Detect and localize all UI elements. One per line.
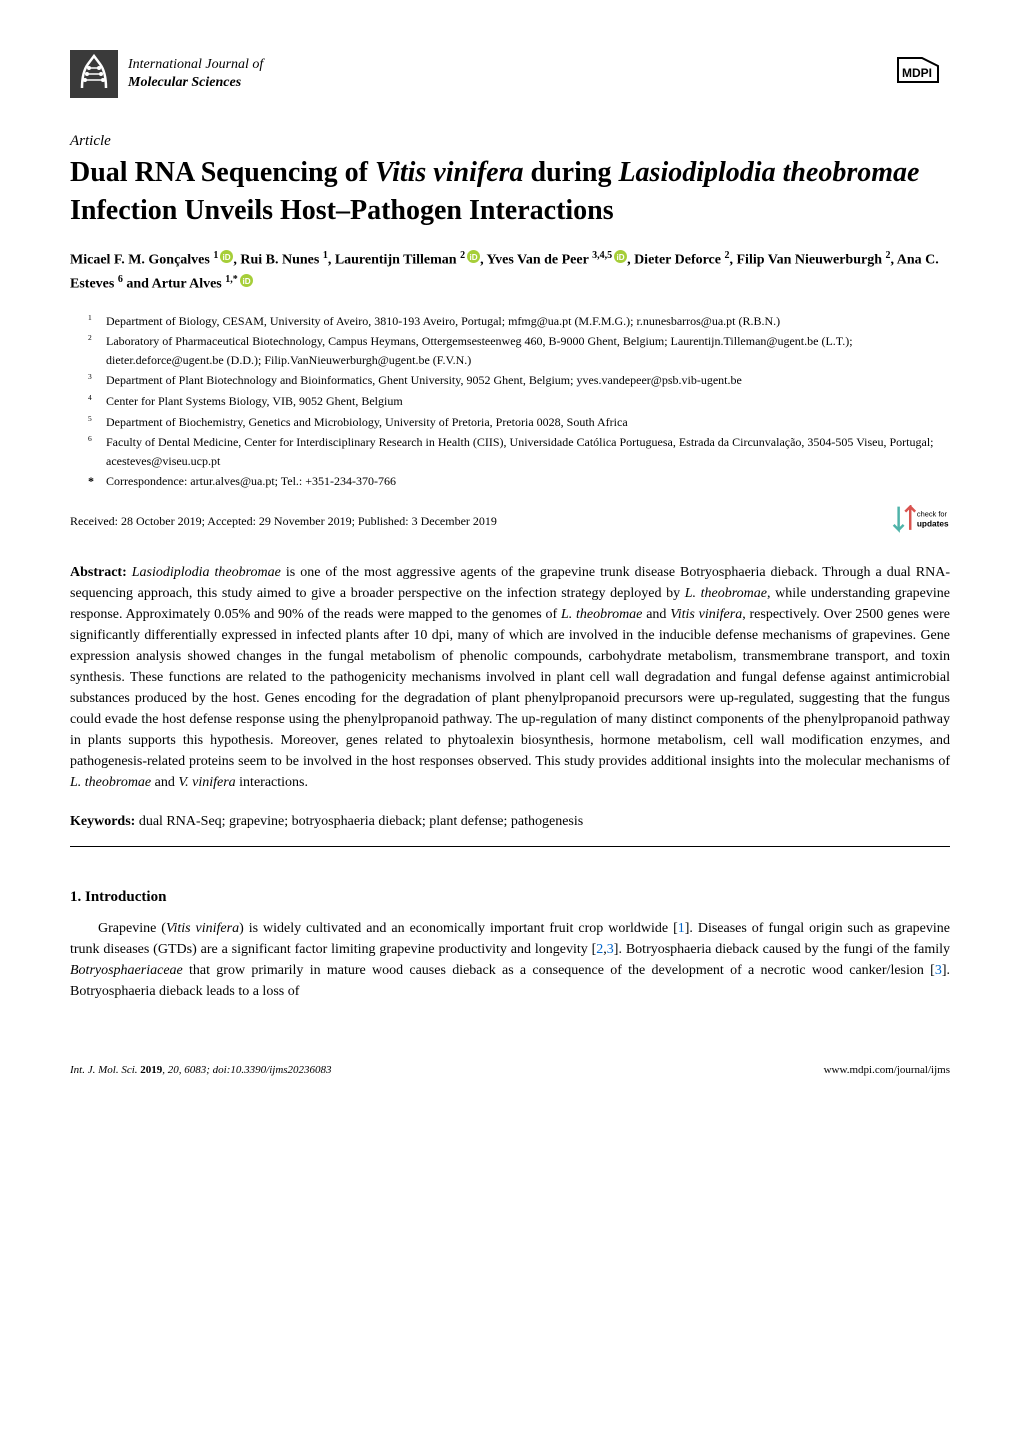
mdpi-logo-icon: MDPI — [894, 50, 950, 90]
svg-text:iD: iD — [617, 253, 625, 262]
correspondence-text: Correspondence: artur.alves@ua.pt; Tel.:… — [106, 472, 396, 491]
footer-left: Int. J. Mol. Sci. 2019, 20, 6083; doi:10… — [70, 1064, 332, 1076]
title-part: Dual RNA Sequencing of — [70, 157, 375, 188]
affiliation-text: Department of Biochemistry, Genetics and… — [106, 413, 950, 432]
title-italic-2: Lasiodiplodia theobromae — [618, 157, 919, 188]
check-for-updates-icon[interactable]: check for updates — [892, 505, 950, 538]
divider — [70, 846, 950, 847]
correspondence-row: *Correspondence: artur.alves@ua.pt; Tel.… — [88, 472, 950, 491]
abstract-block: Abstract: Lasiodiplodia theobromae is on… — [70, 562, 950, 793]
keywords-block: Keywords: dual RNA-Seq; grapevine; botry… — [70, 811, 950, 832]
svg-text:MDPI: MDPI — [902, 66, 932, 80]
authors-block: Micael F. M. Gonçalves 1iD, Rui B. Nunes… — [70, 248, 950, 296]
footer-row: Int. J. Mol. Sci. 2019, 20, 6083; doi:10… — [70, 1058, 950, 1076]
svg-text:updates: updates — [917, 520, 949, 529]
affiliation-number: 3 — [88, 371, 106, 390]
svg-text:iD: iD — [470, 253, 478, 262]
affiliation-number: 2 — [88, 332, 106, 369]
header-row: International Journal of Molecular Scien… — [70, 50, 950, 98]
affiliation-row: 3Department of Plant Biotechnology and B… — [88, 371, 950, 390]
citation-link[interactable]: 3 — [607, 942, 614, 957]
footer-year-bold: 2019 — [140, 1064, 162, 1076]
keywords-text-value: dual RNA-Seq; grapevine; botryosphaeria … — [139, 814, 583, 829]
affiliation-text: Department of Biology, CESAM, University… — [106, 312, 950, 331]
affiliation-text: Center for Plant Systems Biology, VIB, 9… — [106, 392, 950, 411]
title-part: Infection Unveils Host–Pathogen Interact… — [70, 195, 614, 226]
affiliation-number: 1 — [88, 312, 106, 331]
svg-text:iD: iD — [223, 253, 231, 262]
affiliation-row: 4Center for Plant Systems Biology, VIB, … — [88, 392, 950, 411]
footer-journal-abbrev: Int. J. Mol. Sci. — [70, 1064, 138, 1076]
citation-link[interactable]: 1 — [678, 921, 685, 936]
footer-right[interactable]: www.mdpi.com/journal/ijms — [824, 1064, 950, 1076]
affiliation-number: 5 — [88, 413, 106, 432]
affiliation-number: 4 — [88, 392, 106, 411]
journal-name-line1: International Journal of — [128, 56, 263, 74]
footer-citation: , 20, 6083; doi:10.3390/ijms20236083 — [162, 1064, 331, 1076]
footer-year: 2019 — [140, 1064, 162, 1076]
affiliation-text: Department of Plant Biotechnology and Bi… — [106, 371, 950, 390]
affiliation-number: 6 — [88, 433, 106, 470]
section-heading: 1. Introduction — [70, 889, 950, 906]
journal-logo-icon — [70, 50, 118, 98]
affiliation-row: 6Faculty of Dental Medicine, Center for … — [88, 433, 950, 470]
dates-row: Received: 28 October 2019; Accepted: 29 … — [70, 505, 950, 538]
affiliations-block: 1Department of Biology, CESAM, Universit… — [70, 312, 950, 491]
affiliation-text: Faculty of Dental Medicine, Center for I… — [106, 433, 950, 470]
keywords-label: Keywords: — [70, 814, 135, 829]
title-italic-1: Vitis vinifera — [375, 157, 524, 188]
svg-text:iD: iD — [242, 277, 250, 286]
title-part: during — [524, 157, 619, 188]
intro-paragraph: Grapevine (Vitis vinifera) is widely cul… — [70, 918, 950, 1002]
affiliation-text: Laboratory of Pharmaceutical Biotechnolo… — [106, 332, 950, 369]
abstract-label: Abstract: — [70, 565, 127, 580]
affiliation-row: 5Department of Biochemistry, Genetics an… — [88, 413, 950, 432]
article-type: Article — [70, 133, 950, 150]
paper-title: Dual RNA Sequencing of Vitis vinifera du… — [70, 154, 950, 230]
affiliation-row: 1Department of Biology, CESAM, Universit… — [88, 312, 950, 331]
citation-link[interactable]: 2 — [596, 942, 603, 957]
journal-logo-block: International Journal of Molecular Scien… — [70, 50, 263, 98]
correspondence-symbol: * — [88, 472, 106, 491]
abstract-text: Lasiodiplodia theobromae is one of the m… — [70, 565, 950, 790]
journal-name-line2: Molecular Sciences — [128, 74, 263, 92]
svg-text:check for: check for — [917, 510, 948, 519]
citation-link[interactable]: 3 — [935, 963, 942, 978]
publication-dates: Received: 28 October 2019; Accepted: 29 … — [70, 514, 497, 529]
affiliation-row: 2Laboratory of Pharmaceutical Biotechnol… — [88, 332, 950, 369]
journal-name: International Journal of Molecular Scien… — [128, 56, 263, 92]
